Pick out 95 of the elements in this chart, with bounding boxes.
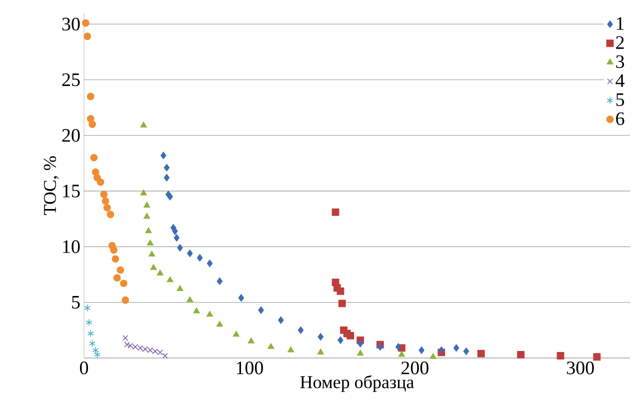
legend-label: 3	[616, 55, 624, 68]
point	[120, 280, 128, 288]
point	[164, 174, 170, 182]
point	[113, 274, 121, 282]
legend-label: 2	[616, 36, 624, 49]
point	[268, 343, 274, 349]
point	[122, 335, 128, 341]
point	[258, 306, 264, 314]
point	[278, 316, 284, 324]
point	[288, 346, 294, 352]
point	[463, 348, 470, 356]
point	[148, 250, 156, 257]
legend-label: 5	[616, 93, 624, 106]
legend-label: 4	[616, 74, 625, 87]
point	[84, 32, 92, 40]
point	[112, 255, 120, 263]
point	[176, 285, 184, 292]
point	[517, 350, 524, 358]
point	[110, 246, 118, 254]
point	[162, 352, 168, 359]
point	[106, 210, 114, 218]
point	[438, 346, 444, 354]
point	[140, 122, 147, 128]
y-tick-label: 5	[72, 296, 80, 309]
point	[338, 336, 344, 344]
point	[150, 264, 157, 270]
point	[166, 276, 174, 282]
point	[174, 234, 180, 242]
point	[164, 164, 170, 172]
point	[418, 346, 424, 354]
point	[216, 320, 223, 327]
point	[146, 240, 154, 246]
point	[377, 343, 384, 351]
point	[88, 120, 96, 128]
x-tick-label: 100	[236, 362, 263, 374]
point	[216, 277, 223, 285]
point	[298, 326, 304, 334]
x-axis-title: Номер образца	[300, 375, 414, 392]
y-tick-label: 25	[62, 73, 80, 86]
point	[94, 350, 100, 358]
point	[357, 350, 364, 356]
point	[186, 296, 194, 302]
x-tick-label: 0	[80, 362, 88, 374]
x-tick-label: 200	[401, 362, 428, 374]
y-tick-label: 10	[63, 240, 80, 254]
point	[90, 154, 98, 162]
point	[232, 330, 240, 337]
point	[346, 332, 354, 340]
point	[144, 212, 150, 219]
point	[140, 190, 147, 196]
point	[124, 342, 130, 348]
point	[206, 260, 213, 268]
point	[172, 227, 178, 235]
point	[206, 310, 214, 317]
point	[87, 330, 94, 338]
point	[395, 343, 402, 351]
point	[593, 353, 601, 361]
point	[86, 318, 92, 326]
y-tick-label: 20	[62, 129, 80, 142]
y-tick-label: 30	[62, 18, 80, 31]
point	[196, 254, 203, 262]
point	[84, 304, 91, 312]
point	[336, 288, 344, 295]
point	[156, 270, 164, 276]
point	[86, 92, 94, 100]
point	[477, 350, 485, 358]
point	[238, 294, 244, 302]
point	[160, 152, 166, 160]
point	[318, 333, 324, 341]
x-tick-label: 300	[567, 362, 594, 374]
point	[193, 308, 200, 314]
point	[116, 266, 124, 274]
legend-label: 1	[616, 17, 624, 30]
point	[100, 190, 108, 198]
point	[96, 178, 104, 186]
legend-label: 6	[616, 112, 624, 126]
point	[398, 350, 405, 357]
point	[122, 296, 130, 304]
y-tick-label: 15	[63, 184, 80, 198]
point	[187, 250, 193, 258]
point	[102, 197, 110, 205]
point	[144, 202, 150, 208]
point	[145, 227, 152, 234]
point	[82, 19, 90, 27]
point	[338, 300, 346, 308]
y-axis-title: TOC, %	[44, 156, 59, 215]
point	[317, 348, 324, 354]
point	[453, 344, 460, 352]
point	[248, 338, 254, 344]
point	[103, 204, 111, 212]
point	[357, 340, 364, 348]
point	[177, 244, 183, 252]
point	[332, 208, 340, 216]
point	[556, 352, 564, 360]
point	[430, 353, 436, 359]
